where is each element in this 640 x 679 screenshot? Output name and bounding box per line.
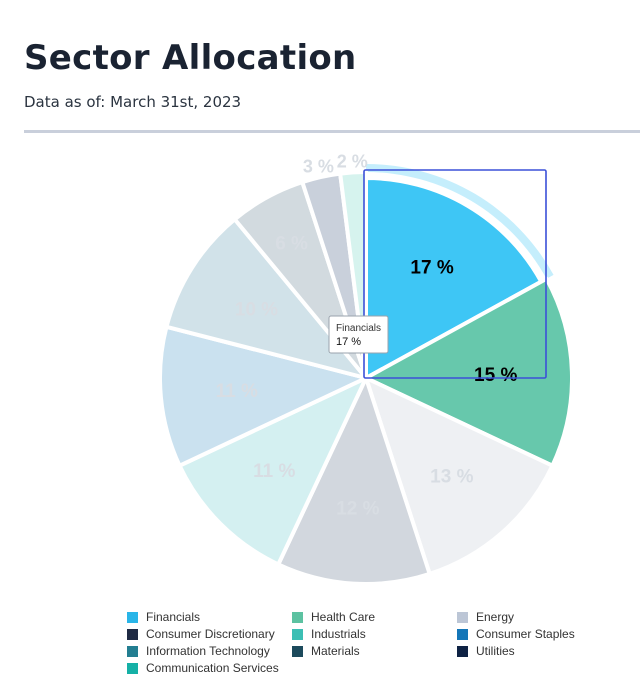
tooltip-sector-value: 17 % [336,336,361,348]
slice-label-sector-7: 10 % [235,299,278,320]
slice-health-care[interactable] [364,276,574,468]
legend-swatch [292,645,303,657]
legend-label: Consumer Staples [476,627,575,641]
slice-label-sector-3: 13 % [430,466,473,487]
legend-swatch [292,628,303,640]
legend-label: Communication Services [146,661,279,675]
legend-label: Financials [146,610,201,624]
legend-item-industrials[interactable]: Industrials [292,627,457,641]
slice-label-sector-5: 11 % [253,461,295,482]
slice-sector-6[interactable] [158,324,368,468]
legend-swatch [127,628,138,640]
legend-swatch [127,662,138,674]
legend-item-consumer-discretionary[interactable]: Consumer Discretionary [127,627,292,641]
slice-sector-4[interactable] [276,376,432,586]
slice-sector-3[interactable] [364,376,555,576]
legend-item-health-care[interactable]: Health Care [292,610,457,624]
legend-item-materials[interactable]: Materials [292,644,457,658]
legend-swatch [292,611,303,623]
tooltip-box [328,315,389,354]
legend-item-financials[interactable]: Financials [127,610,292,624]
legend-swatch [457,628,468,640]
legend-item-energy[interactable]: Energy [457,610,622,624]
slice-label-financials: 17 % [410,257,453,278]
slice-financials[interactable] [364,176,544,380]
legend-swatch [457,645,468,657]
legend-item-communication-services[interactable]: Communication Services [127,661,292,675]
legend-swatch [127,645,138,657]
slice-halo-financials [366,164,554,279]
legend-item-consumer-staples[interactable]: Consumer Staples [457,627,622,641]
legend-label: Materials [311,644,360,658]
slice-label-sector-4: 12 % [336,499,379,520]
legend-item-utilities[interactable]: Utilities [457,644,622,658]
legend-label: Energy [476,610,515,624]
slice-label-sector-8: 6 % [275,234,308,255]
legend-label: Utilities [476,644,515,658]
sector-pie-chart[interactable]: 17 % 15 % 13 % 12 % 11 % 11 % 10 % 6 % 3 % 2 % Fin… [0,140,640,600]
legend-label: Industrials [311,627,366,641]
slice-label-sector-10: 2 % [337,151,368,171]
selection-box [363,169,547,379]
as-of-date: Data as of: March 31st, 2023 [24,93,242,111]
legend-label: Information Technology [146,644,270,658]
slice-label-health-care: 15 % [474,365,517,386]
slice-label-sector-6: 11 % [216,381,258,402]
page-title: Sector Allocation [24,38,357,78]
tooltip-sector-name: Financials [336,323,381,334]
header-divider [24,130,640,133]
slice-sector-7[interactable] [164,217,368,380]
legend-swatch [457,611,468,623]
legend-label: Health Care [311,610,376,624]
slice-sector-5[interactable] [177,376,368,567]
legend-label: Consumer Discretionary [146,627,275,641]
slice-label-sector-9: 3 % [303,156,334,176]
chart-legend: Financials Health Care Energy Consumer Disc… [127,610,627,675]
legend-item-information-technology[interactable]: Information Technology [127,644,292,658]
tooltip: Financials 17 % [328,315,389,354]
legend-swatch [127,611,138,623]
